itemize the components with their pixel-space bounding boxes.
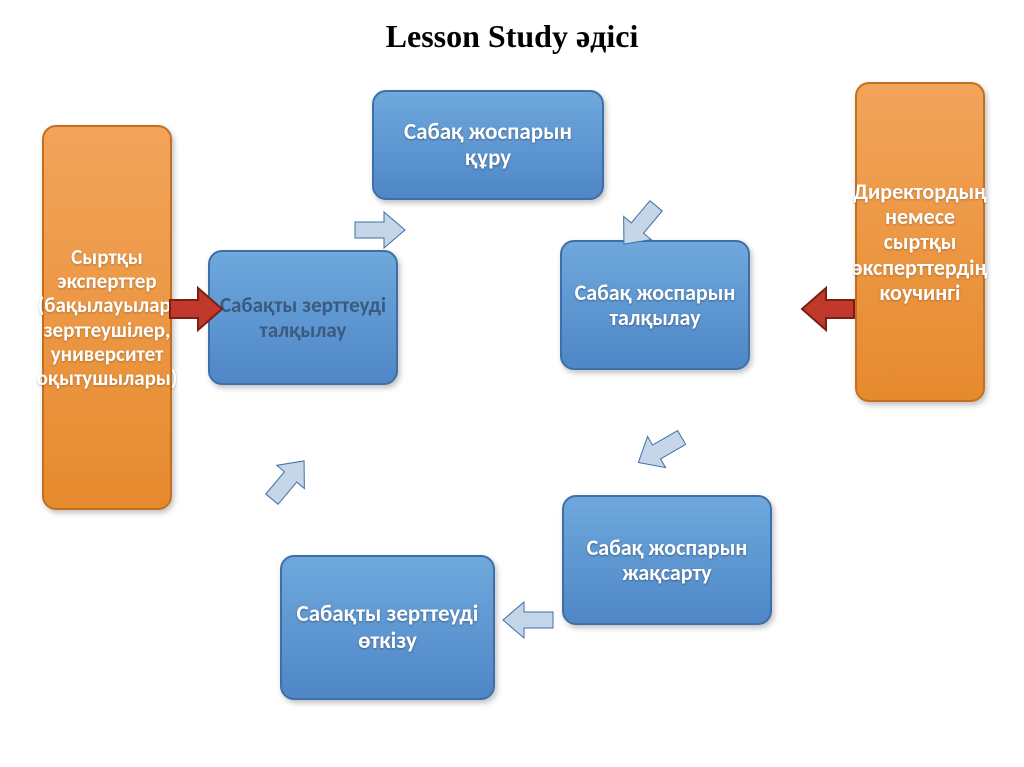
node-label: Сабақ жоспарын құру	[380, 119, 596, 172]
cycle-node-plan-discuss: Сабақ жоспарын талқылау	[560, 240, 750, 370]
side-box-director-coaching: Директордың немесе сыртқы эксперттердің …	[855, 82, 985, 402]
diagram-title: Lesson Study әдісі	[0, 18, 1024, 55]
node-label: Сабақты зерттеуді талқылау	[216, 293, 390, 341]
pointer-arrow-left	[168, 284, 224, 334]
side-box-external-experts: Сыртқы эксперттер (бақылауылар, зерттеуш…	[42, 125, 172, 510]
cycle-arrow-3	[498, 590, 558, 650]
node-label: Сабақты зерттеуді өткізу	[288, 601, 487, 654]
cycle-arrow-2	[619, 409, 701, 491]
cycle-node-plan-improve: Сабақ жоспарын жақсарту	[562, 495, 772, 625]
node-label: Сабақ жоспарын талқылау	[568, 280, 742, 331]
cycle-arrow-5	[350, 200, 410, 260]
cycle-node-study-conduct: Сабақты зерттеуді өткізу	[280, 555, 495, 700]
cycle-node-plan-create: Сабақ жоспарын құру	[372, 90, 604, 200]
cycle-arrow-4	[246, 438, 331, 523]
pointer-arrow-right	[800, 284, 856, 334]
node-label: Сабақ жоспарын жақсарту	[570, 535, 764, 586]
side-label: Директордың немесе сыртқы эксперттердің …	[853, 179, 987, 305]
side-label: Сыртқы эксперттер (бақылауылар, зерттеуш…	[37, 245, 178, 390]
cycle-node-study-discuss: Сабақты зерттеуді талқылау	[208, 250, 398, 385]
diagram-stage: { "canvas": { "width": 1024, "height": 7…	[0, 0, 1024, 767]
